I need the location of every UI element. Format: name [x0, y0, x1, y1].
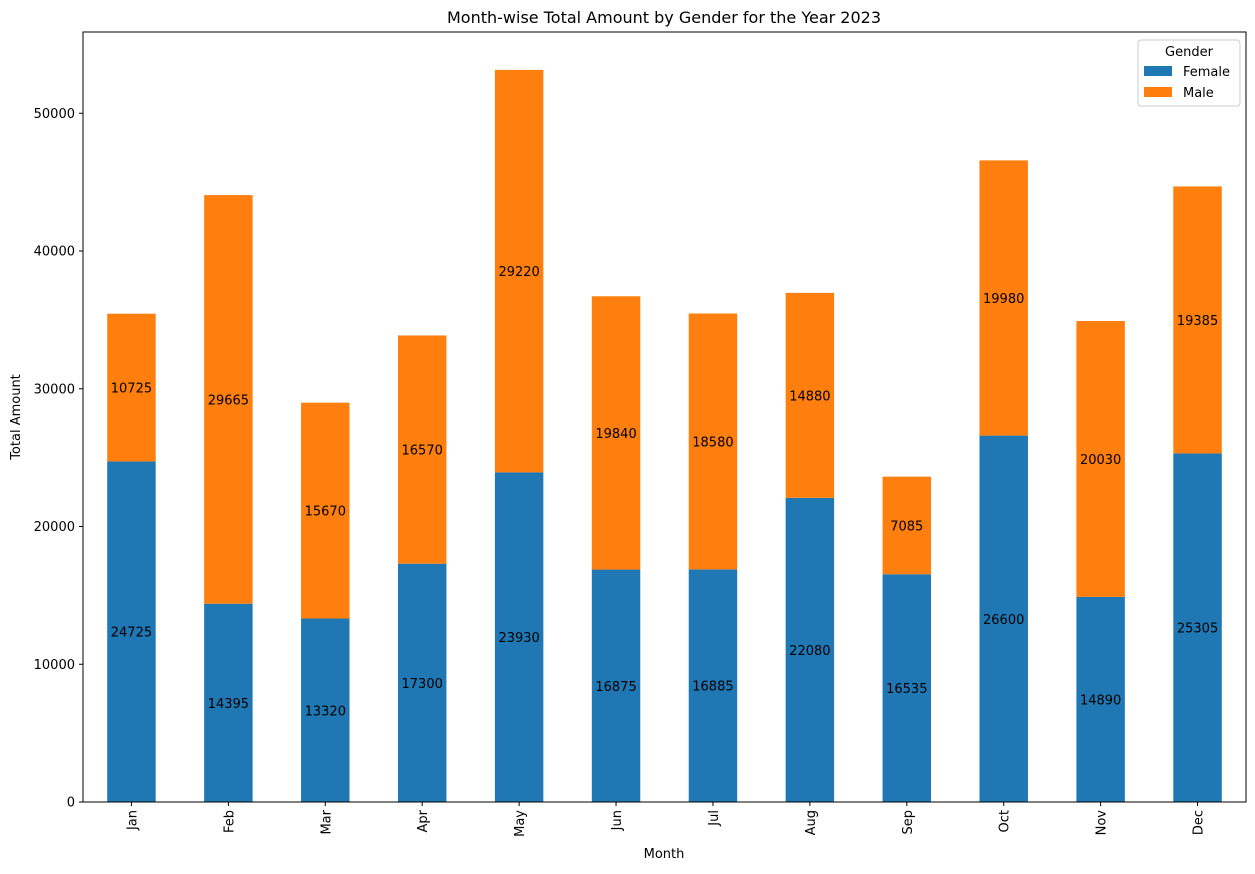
x-tick-label-feb: Feb [222, 810, 237, 833]
data-label-male-jun: 19840 [595, 427, 636, 442]
legend: Gender Female Male [1137, 39, 1241, 107]
axes-frame [82, 31, 1247, 803]
data-label-female-sep: 16535 [886, 682, 927, 697]
bar-female-sep [882, 574, 932, 802]
bar-male-jan [107, 313, 156, 462]
bar-female-aug [785, 497, 835, 802]
x-axis-label: Month [644, 847, 685, 862]
data-label-male-jan: 10725 [111, 382, 152, 397]
bar-male-sep [882, 476, 932, 575]
data-label-male-sep: 7085 [890, 519, 923, 534]
legend-swatch-female [1144, 66, 1172, 76]
bar-female-oct [979, 435, 1028, 802]
data-label-male-dec: 19385 [1177, 314, 1218, 329]
data-label-female-oct: 26600 [983, 613, 1024, 628]
data-label-female-aug: 22080 [789, 644, 830, 659]
x-tick-label-oct: Oct [998, 810, 1013, 832]
data-label-male-jul: 18580 [692, 435, 733, 450]
y-tick-label: 50000 [34, 107, 75, 122]
data-label-female-jan: 24725 [111, 626, 152, 641]
x-tick-label-dec: Dec [1192, 810, 1207, 835]
data-label-female-mar: 13320 [305, 704, 346, 719]
data-label-female-jun: 16875 [595, 680, 636, 695]
x-tick-label-may: May [513, 810, 528, 837]
bar-male-dec [1173, 186, 1222, 454]
y-tick-label: 10000 [34, 658, 75, 673]
bar-male-apr [397, 335, 447, 564]
bar-female-mar [301, 618, 350, 802]
data-label-male-apr: 16570 [402, 444, 443, 459]
y-tick-label: 40000 [34, 245, 75, 260]
data-label-female-dec: 25305 [1177, 622, 1218, 637]
bar-female-dec [1173, 453, 1222, 802]
bar-female-feb [204, 603, 253, 802]
bar-male-oct [979, 160, 1028, 436]
x-tick-label-nov: Nov [1095, 810, 1110, 836]
data-label-male-mar: 15670 [305, 505, 346, 520]
data-label-male-nov: 20030 [1080, 453, 1121, 468]
bar-male-may [494, 69, 544, 473]
y-tick-label: 20000 [34, 520, 75, 535]
chart-title: Month-wise Total Amount by Gender for th… [447, 8, 881, 27]
x-tick-label-jan: Jan [125, 810, 140, 831]
data-label-male-may: 29220 [498, 265, 539, 280]
bar-female-jun [591, 569, 641, 802]
data-label-female-apr: 17300 [402, 677, 443, 692]
x-tick-label-sep: Sep [901, 810, 916, 835]
data-label-female-feb: 14395 [208, 697, 249, 712]
y-axis-label: Total Amount [9, 374, 24, 461]
bar-male-aug [785, 292, 835, 498]
y-tick-label: 0 [67, 796, 75, 811]
x-tick-label-aug: Aug [804, 810, 819, 835]
legend-swatch-male [1144, 87, 1172, 97]
bar-female-jul [688, 569, 738, 802]
y-tick-label: 30000 [34, 382, 75, 397]
data-label-female-may: 23930 [498, 631, 539, 646]
x-tick-label-jul: Jul [707, 810, 722, 827]
bar-male-nov [1076, 320, 1125, 597]
bar-female-may [494, 472, 544, 802]
data-label-male-oct: 19980 [983, 292, 1024, 307]
data-label-male-feb: 29665 [208, 393, 249, 408]
x-tick-label-jun: Jun [610, 810, 625, 831]
x-tick-label-mar: Mar [319, 809, 334, 834]
bar-female-nov [1076, 596, 1125, 802]
bar-female-jan [107, 461, 156, 802]
bar-male-feb [204, 195, 253, 604]
legend-label-female: Female [1183, 65, 1230, 80]
data-label-male-aug: 14880 [789, 389, 830, 404]
bar-male-jul [688, 313, 738, 570]
bar-male-mar [301, 402, 350, 619]
bar-female-apr [397, 563, 447, 802]
x-tick-label-apr: Apr [416, 809, 431, 832]
bar-male-jun [591, 296, 641, 570]
data-label-female-nov: 14890 [1080, 693, 1121, 708]
data-label-female-jul: 16885 [692, 680, 733, 695]
plot-area: 24725 14395 13320 17300 23930 16875 16885 22080… [34, 31, 1247, 837]
legend-items: Female Male [1144, 65, 1230, 101]
legend-label-male: Male [1183, 86, 1214, 101]
legend-title: Gender [1165, 45, 1214, 60]
